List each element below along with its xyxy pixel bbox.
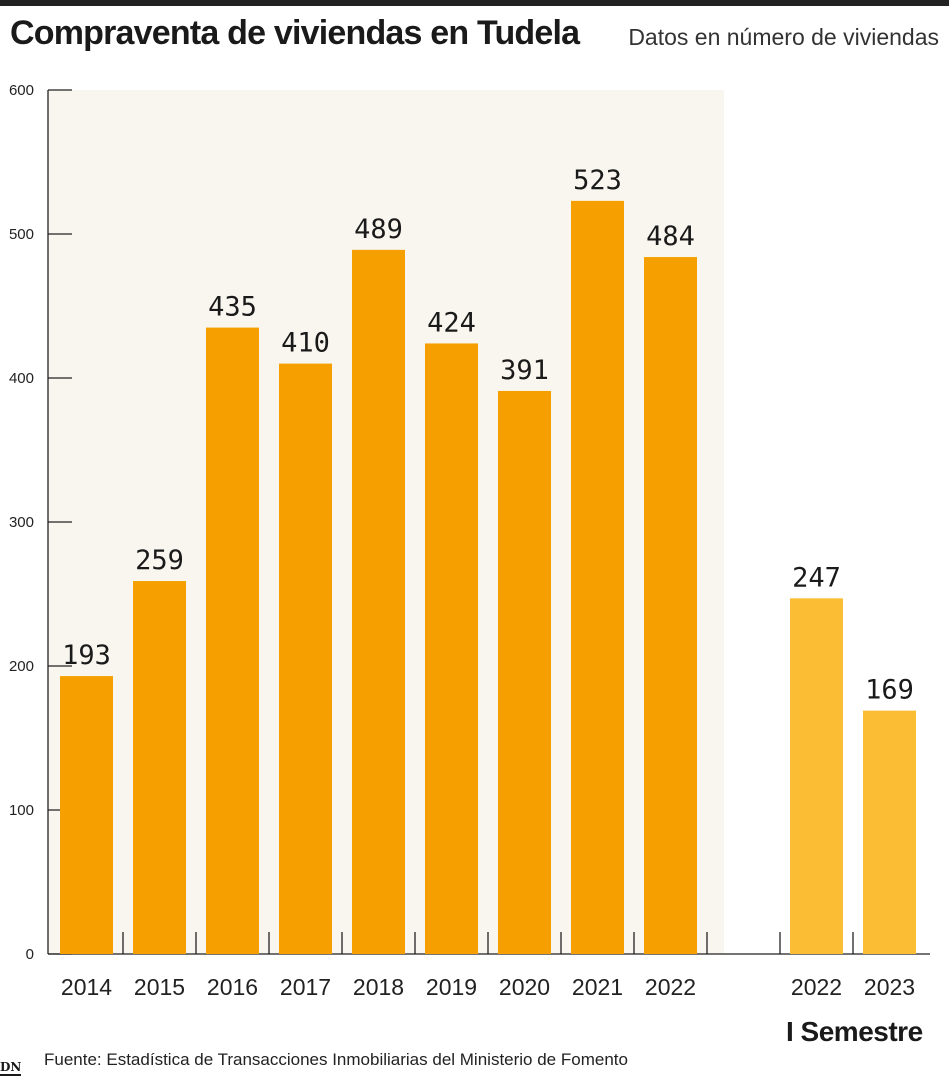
chart-title: Compraventa de viviendas en Tudela — [10, 14, 580, 52]
bar — [790, 598, 843, 954]
y-tick-label: 500 — [9, 226, 34, 243]
data-label: 247 — [792, 562, 841, 593]
data-label: 169 — [865, 675, 914, 706]
data-label: 435 — [208, 292, 257, 323]
chart-subtitle: Datos en número de viviendas — [628, 24, 939, 50]
bar — [60, 676, 113, 954]
data-label: 489 — [354, 214, 403, 245]
y-tick-label: 300 — [9, 514, 34, 531]
data-label: 484 — [646, 221, 695, 252]
bar — [425, 343, 478, 954]
bar — [644, 257, 697, 954]
data-label: 410 — [281, 328, 330, 359]
x-tick-label: 2020 — [499, 974, 550, 1000]
bar — [206, 327, 259, 955]
y-tick-label: 100 — [9, 802, 34, 819]
data-label: 391 — [500, 355, 549, 386]
top-rule — [0, 0, 949, 6]
x-tick-label: 2016 — [207, 974, 258, 1000]
source-note: Fuente: Estadística de Transacciones Inm… — [44, 1050, 628, 1069]
bar — [352, 249, 405, 955]
y-tick-label: 0 — [26, 946, 34, 963]
x-tick-label: 2022 — [645, 974, 696, 1000]
bar — [863, 710, 916, 954]
data-label: 424 — [427, 307, 476, 338]
bar — [498, 390, 551, 955]
x-tick-label: 2015 — [134, 974, 185, 1000]
data-label: 193 — [62, 640, 111, 671]
publisher-logo: DN — [0, 1060, 22, 1076]
data-label: 259 — [135, 545, 184, 576]
data-label: 523 — [573, 165, 622, 196]
x-tick-label: 2022 — [791, 974, 842, 1000]
y-tick-label: 400 — [9, 370, 34, 387]
x-tick-label: 2014 — [61, 974, 112, 1000]
y-tick-label: 600 — [9, 82, 34, 99]
bar — [571, 200, 624, 954]
bar — [279, 363, 332, 955]
x-tick-label: 2018 — [353, 974, 404, 1000]
x-tick-label: 2023 — [864, 974, 915, 1000]
y-tick-label: 200 — [9, 658, 34, 675]
x-tick-label: 2017 — [280, 974, 331, 1000]
semester-group-label: I Semestre — [786, 1016, 923, 1047]
bar — [133, 581, 186, 954]
x-tick-label: 2021 — [572, 974, 623, 1000]
x-tick-label: 2019 — [426, 974, 477, 1000]
